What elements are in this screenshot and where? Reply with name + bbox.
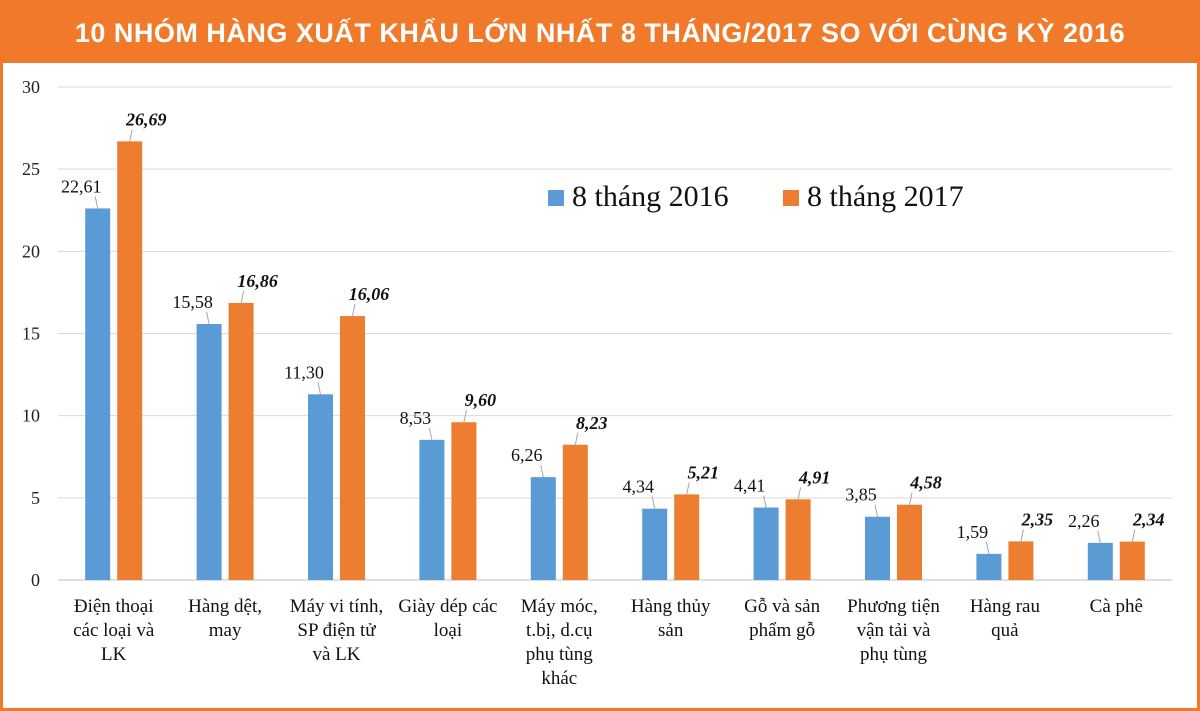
y-tick-label: 20 bbox=[22, 241, 40, 261]
category-label: SP điện tử bbox=[297, 620, 376, 641]
category-label: loại bbox=[434, 620, 463, 641]
data-label-2016: 15,58 bbox=[172, 292, 213, 312]
data-label-2017: 2,35 bbox=[1021, 509, 1054, 529]
y-tick-label: 30 bbox=[22, 77, 40, 97]
data-label-2017: 8,23 bbox=[576, 413, 608, 433]
data-label-2016: 22,61 bbox=[61, 176, 102, 196]
leader-line bbox=[317, 382, 321, 395]
category-label: phụ tùng bbox=[526, 644, 594, 665]
chart-title: 10 NHÓM HÀNG XUẤT KHẨU LỚN NHẤT 8 THÁNG/… bbox=[74, 17, 1126, 48]
leader-line bbox=[129, 129, 133, 142]
leader-line bbox=[985, 541, 990, 554]
category-label: Giày dép các bbox=[398, 596, 497, 617]
category-label: Máy vi tính, bbox=[290, 596, 383, 617]
bar-2016 bbox=[642, 508, 668, 580]
leader-line bbox=[94, 196, 99, 209]
leader-line bbox=[797, 487, 802, 500]
data-label-2017: 2,34 bbox=[1132, 510, 1165, 530]
category-label: Điện thoại bbox=[74, 596, 154, 617]
y-tick-label: 0 bbox=[31, 570, 40, 590]
leader-line bbox=[540, 465, 544, 478]
category-label: vận tải và bbox=[857, 620, 931, 641]
category-label: Hàng rau bbox=[970, 596, 1041, 617]
bar-2016 bbox=[1087, 542, 1113, 580]
data-label-2016: 3,85 bbox=[845, 485, 877, 505]
leader-line bbox=[1097, 530, 1101, 543]
data-label-2017: 16,06 bbox=[349, 284, 390, 304]
category-label: may bbox=[209, 620, 242, 641]
legend-swatch-2016 bbox=[548, 190, 564, 206]
category-label: Phương tiện bbox=[847, 596, 940, 617]
category-label: khác bbox=[541, 668, 577, 689]
data-label-2016: 2,26 bbox=[1068, 511, 1100, 531]
leader-line bbox=[240, 290, 245, 304]
y-tick-label: 25 bbox=[22, 159, 40, 179]
category-label: Hàng thủy bbox=[631, 596, 711, 617]
leader-line bbox=[352, 303, 356, 317]
bar-2016 bbox=[419, 439, 445, 580]
bar-chart: 0 5 10 15 20 25 30 22,61 26,69 Điện thoại các loại… bbox=[22, 77, 1172, 689]
bar-2017 bbox=[1119, 541, 1145, 580]
data-label-2016: 1,59 bbox=[957, 522, 989, 542]
category-label: t.bị, d.cụ bbox=[526, 620, 593, 641]
y-tick-label: 5 bbox=[31, 488, 40, 508]
leader-line bbox=[763, 495, 767, 508]
data-label-2016: 11,30 bbox=[284, 362, 324, 382]
category-label: Máy móc, bbox=[521, 596, 598, 617]
data-label-2017: 26,69 bbox=[125, 109, 167, 129]
leader-line bbox=[909, 492, 913, 505]
bar-2017 bbox=[340, 316, 365, 580]
data-label-2016: 6,26 bbox=[511, 445, 543, 465]
data-label-2016: 8,53 bbox=[400, 408, 432, 428]
bar-2016 bbox=[753, 507, 779, 580]
bar-2017 bbox=[117, 141, 143, 580]
data-label-2017: 4,58 bbox=[909, 473, 942, 493]
leader-line bbox=[1020, 529, 1024, 542]
data-label-2016: 4,41 bbox=[734, 476, 766, 496]
bar-2017 bbox=[228, 302, 254, 580]
bar-2016 bbox=[976, 553, 1002, 580]
leader-line bbox=[463, 410, 467, 423]
bar-2017 bbox=[897, 504, 922, 580]
bar-2016 bbox=[308, 394, 333, 580]
category-label: LK bbox=[101, 644, 127, 665]
bar-2017 bbox=[562, 444, 588, 580]
category-label: Cà phê bbox=[1090, 596, 1143, 617]
bar-2016 bbox=[196, 323, 222, 580]
leader-line bbox=[651, 496, 656, 509]
leader-line bbox=[686, 482, 690, 495]
legend-label-2016: 8 tháng 2016 bbox=[572, 180, 729, 213]
leader-line bbox=[206, 311, 210, 325]
data-label-2017: 16,86 bbox=[237, 271, 278, 291]
bar-2017 bbox=[674, 494, 700, 580]
bar-2016 bbox=[865, 516, 890, 580]
data-label-2017: 5,21 bbox=[687, 462, 719, 482]
bar-2017 bbox=[1008, 541, 1034, 580]
legend-swatch-2017 bbox=[783, 190, 799, 206]
y-tick-label: 10 bbox=[22, 406, 40, 426]
category-label: và LK bbox=[312, 644, 360, 665]
leader-line bbox=[874, 504, 878, 517]
category-label: quả bbox=[991, 620, 1019, 641]
category-label: phẩm gỗ bbox=[749, 620, 815, 641]
category-label: Gỗ và sản bbox=[744, 596, 820, 617]
leader-line bbox=[1131, 529, 1136, 542]
data-label-2017: 4,91 bbox=[798, 467, 831, 487]
category-label: Hàng dệt, bbox=[188, 596, 262, 617]
leader-line bbox=[428, 427, 433, 440]
bar-2016 bbox=[530, 477, 556, 580]
bar-2017 bbox=[451, 422, 477, 580]
bar-2016 bbox=[85, 208, 111, 581]
data-label-2017: 9,60 bbox=[465, 390, 497, 410]
legend-label-2017: 8 tháng 2017 bbox=[807, 180, 964, 213]
title-bar: 10 NHÓM HÀNG XUẤT KHẨU LỚN NHẤT 8 THÁNG/… bbox=[3, 3, 1197, 63]
bar-2017 bbox=[785, 499, 811, 580]
leader-line bbox=[574, 432, 579, 445]
y-tick-label: 15 bbox=[22, 324, 40, 344]
category-label: sản bbox=[658, 620, 684, 641]
data-label-2016: 4,34 bbox=[622, 477, 654, 497]
category-label: các loại và bbox=[73, 620, 155, 641]
category-label: phụ tùng bbox=[860, 644, 928, 665]
